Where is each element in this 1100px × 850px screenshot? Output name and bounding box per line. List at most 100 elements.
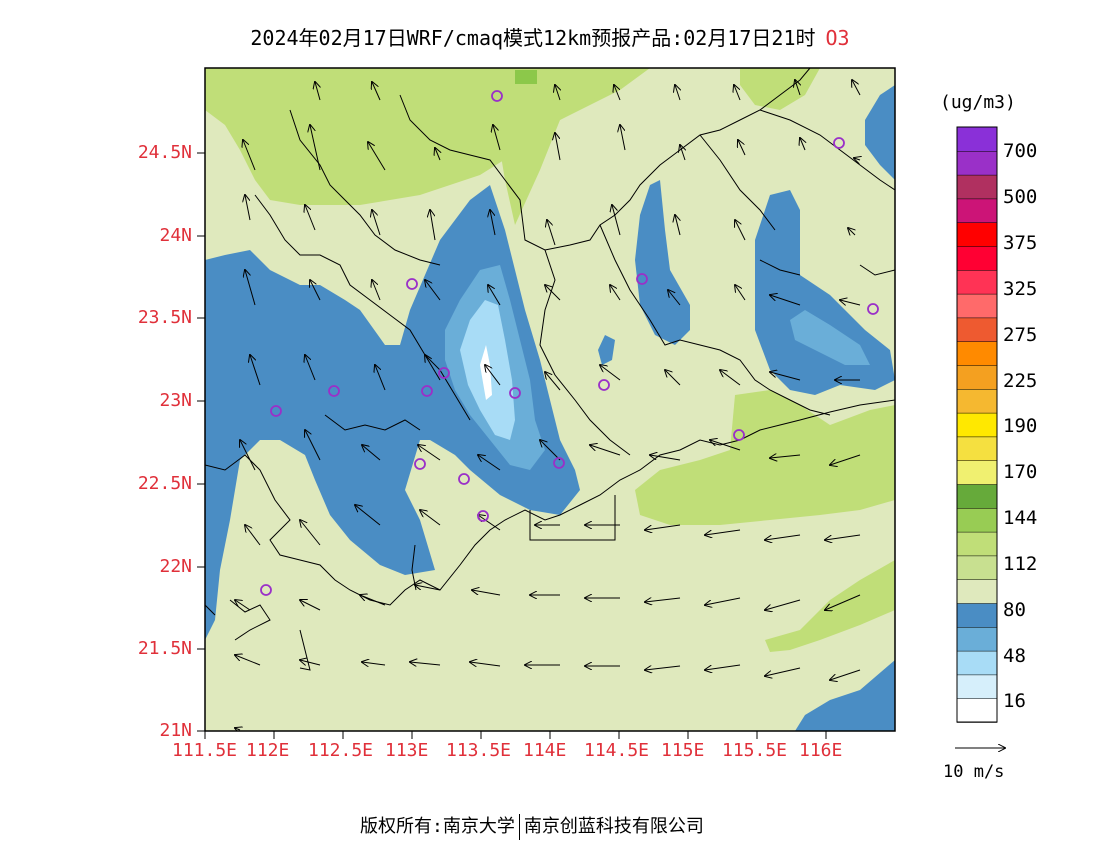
- colorbar-segment: [956, 126, 998, 152]
- colorbar-label: 80: [1003, 599, 1026, 621]
- copyright-footer: 版权所有:南京大学 南京创蓝科技有限公司: [360, 812, 704, 840]
- axis-ticks: [197, 152, 827, 739]
- blue-region-small: [598, 335, 615, 365]
- station-marker: [553, 457, 565, 469]
- station-marker: [414, 458, 426, 470]
- colorbar-segment: [956, 674, 998, 699]
- colorbar-label: 225: [1003, 370, 1038, 392]
- colorbar-segment: [956, 269, 998, 295]
- footer-right: 南京创蓝科技有限公司: [523, 816, 704, 837]
- green-patch-nw: [205, 68, 285, 112]
- station-marker: [477, 510, 489, 522]
- x-tick-label: 114.5E: [584, 740, 650, 761]
- colorbar-label: 144: [1003, 507, 1038, 529]
- colorbar-segment: [956, 436, 998, 461]
- station-marker: [260, 584, 272, 596]
- station-marker: [406, 278, 418, 290]
- colorbar-segment: [956, 555, 998, 580]
- x-tick-label: 116E: [799, 740, 843, 761]
- colorbar-segment: [956, 340, 998, 366]
- station-marker: [636, 273, 648, 285]
- y-tick-label: 24.5N: [137, 142, 192, 163]
- title-main: 2024年02月17日WRF/cmaq模式12km预报产品:02月17日21时: [250, 26, 816, 50]
- colorbar-label: 16: [1003, 690, 1026, 712]
- station-marker: [598, 379, 610, 391]
- x-tick-label: 114E: [523, 740, 567, 761]
- colorbar-segment: [956, 602, 998, 628]
- station-marker: [733, 429, 745, 441]
- y-tick-label: 23.5N: [137, 307, 192, 328]
- colorbar-label: 48: [1003, 645, 1026, 667]
- colorbar-segment: [956, 578, 998, 604]
- y-tick-label: 22N: [159, 556, 192, 577]
- x-tick-label: 111.5E: [172, 740, 238, 761]
- station-markers: [260, 90, 879, 596]
- x-tick-label: 115E: [661, 740, 705, 761]
- y-tick-label: 24N: [159, 225, 192, 246]
- colorbar-segment: [956, 483, 998, 509]
- colorbar-segment: [956, 459, 998, 485]
- wind-vectors: [235, 80, 860, 730]
- colorbar: [956, 126, 998, 723]
- footer-left: 版权所有:南京大学: [360, 816, 515, 837]
- colorbar-label: 112: [1003, 553, 1038, 575]
- green-dot: [515, 70, 537, 84]
- blue-region-ne: [865, 85, 895, 180]
- x-tick-label: 115.5E: [722, 740, 788, 761]
- station-marker: [458, 473, 470, 485]
- station-marker: [270, 405, 282, 417]
- colorbar-unit: (ug/m3): [940, 92, 1016, 113]
- station-marker: [509, 387, 521, 399]
- colorbar-segment: [956, 317, 998, 342]
- title-pollutant: O3: [825, 26, 850, 50]
- colorbar-segment: [956, 221, 998, 247]
- light-blue-east: [790, 310, 870, 365]
- x-tick-label: 112E: [246, 740, 290, 761]
- colorbar-segment: [956, 364, 998, 390]
- y-tick-label: 22.5N: [137, 473, 192, 494]
- colorbar-segment: [956, 198, 998, 223]
- blue-region-se: [795, 660, 895, 731]
- colorbar-segment: [956, 626, 998, 652]
- colorbar-segment: [956, 388, 998, 414]
- colorbar-label: 500: [1003, 186, 1038, 208]
- colorbar-segment: [956, 697, 998, 723]
- colorbar-segment: [956, 531, 998, 557]
- colorbar-segment: [956, 412, 998, 438]
- footer-separator: [518, 814, 520, 840]
- colorbar-segment: [956, 174, 998, 200]
- x-tick-label: 113.5E: [446, 740, 512, 761]
- chart-title: 2024年02月17日WRF/cmaq模式12km预报产品:02月17日21时 O…: [0, 22, 1100, 51]
- station-marker: [833, 137, 845, 149]
- colorbar-label: 170: [1003, 461, 1038, 483]
- station-marker: [421, 385, 433, 397]
- ozone-field: [205, 68, 895, 731]
- colorbar-segment: [956, 650, 998, 676]
- y-tick-label: 21N: [159, 720, 192, 741]
- x-tick-label: 112.5E: [308, 740, 374, 761]
- station-marker: [491, 90, 503, 102]
- colorbar-label: 700: [1003, 140, 1038, 162]
- colorbar-segment: [956, 150, 998, 176]
- x-tick-label: 113E: [385, 740, 429, 761]
- colorbar-label: 190: [1003, 415, 1038, 437]
- colorbar-label: 325: [1003, 278, 1038, 300]
- y-tick-label: 21.5N: [137, 638, 192, 659]
- green-region-east: [635, 390, 895, 525]
- colorbar-segment: [956, 245, 998, 271]
- colorbar-segment: [956, 293, 998, 319]
- colorbar-label: 375: [1003, 232, 1038, 254]
- colorbar-frame: [956, 126, 998, 723]
- station-marker: [867, 303, 879, 315]
- colorbar-label: 275: [1003, 324, 1038, 346]
- blue-region-central: [635, 180, 690, 345]
- reference-vector-label: 10 m/s: [943, 762, 1005, 782]
- colorbar-segment: [956, 507, 998, 533]
- green-region-north-dark: [495, 68, 650, 225]
- coastline-boundaries: [205, 68, 895, 671]
- station-marker: [328, 385, 340, 397]
- station-marker: [438, 367, 450, 379]
- y-tick-label: 23N: [159, 390, 192, 411]
- blue-region-east: [755, 190, 895, 395]
